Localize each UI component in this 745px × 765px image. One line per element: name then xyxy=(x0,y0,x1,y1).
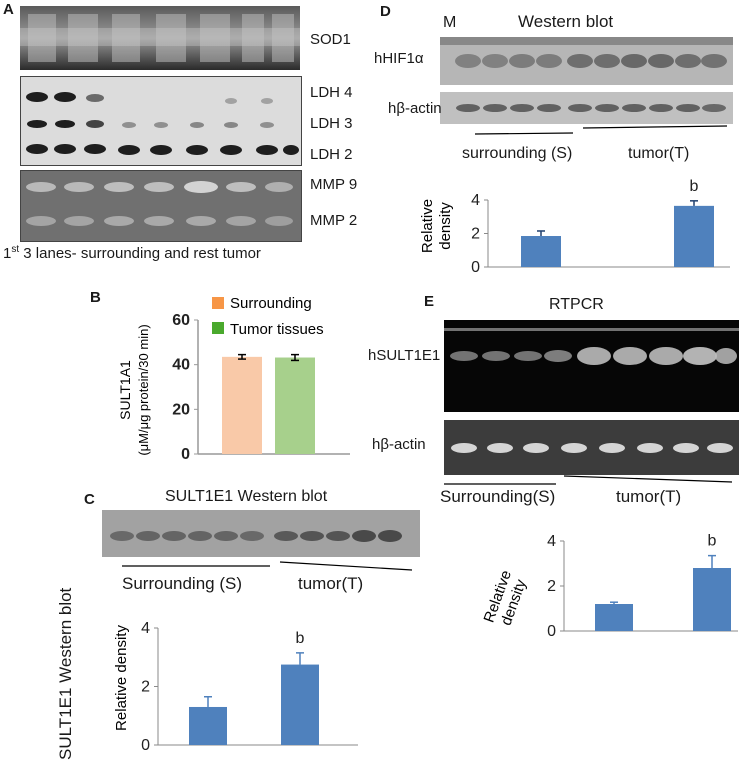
d-title: Western blot xyxy=(518,12,614,31)
y-tick-label: 0 xyxy=(141,737,150,754)
caption-superscript: st xyxy=(11,244,20,255)
significance-label: b xyxy=(708,533,717,550)
e-actin-gel xyxy=(444,420,739,475)
b-ylabel-1: SULT1A1 xyxy=(117,360,133,420)
y-tick-label: 0 xyxy=(547,623,556,640)
bar xyxy=(521,236,561,267)
mmp-gel xyxy=(20,170,302,242)
y-tick-label: 40 xyxy=(172,357,190,374)
c-group-lines xyxy=(122,561,413,571)
y-tick-label: 0 xyxy=(471,259,480,276)
c-axes: 0 2 4 xyxy=(141,620,358,754)
d-group-t: tumor(T) xyxy=(628,145,690,162)
e-group-t: tumor(T) xyxy=(616,487,682,506)
c-title: SULT1E1 Western blot xyxy=(165,488,328,505)
y-tick-label: 2 xyxy=(141,679,150,696)
e-title: RTPCR xyxy=(549,296,604,313)
bar xyxy=(222,356,262,454)
c-group-t: tumor(T) xyxy=(298,574,364,593)
d-actin-blot xyxy=(440,92,733,124)
bar xyxy=(281,664,319,745)
e-group-lines xyxy=(444,475,733,485)
bar xyxy=(674,205,714,267)
d-bars: b xyxy=(521,178,714,267)
caption-number: 1 xyxy=(3,245,12,262)
c-blot xyxy=(102,510,420,557)
sod1-gel xyxy=(20,6,300,70)
ldh-gel xyxy=(20,76,302,166)
e-bars: b xyxy=(595,533,731,631)
d-hif-blot-svg xyxy=(440,37,733,85)
e-pcr-gel-svg xyxy=(444,320,739,412)
d-ylabel-2: density xyxy=(437,202,454,250)
sod1-label: SOD1 xyxy=(310,31,351,48)
e-pcr-gel xyxy=(444,320,739,412)
y-tick-label: 20 xyxy=(172,401,190,418)
bar xyxy=(275,357,315,454)
y-tick-label: 60 xyxy=(172,312,190,329)
d-actin-blot-svg xyxy=(440,92,733,124)
panel-b-chart: SULT1A1 (μM/μg protein/30 min) 0 20 40 60 S… xyxy=(117,295,350,463)
y-tick-label: 4 xyxy=(471,192,480,209)
caption-text: 3 lanes- surrounding and rest tumor xyxy=(19,245,261,262)
y-tick-label: 2 xyxy=(547,578,556,595)
c-ylabel: Relative density xyxy=(113,625,130,731)
mmp2-label: MMP 2 xyxy=(310,212,358,229)
d-group-s: surrounding (S) xyxy=(462,145,573,162)
c-blot-svg xyxy=(102,510,420,557)
panel-c-chart: Relative density 0 2 4 b xyxy=(113,620,358,754)
d-group-lines xyxy=(474,125,728,135)
ldh4-label: LDH 4 xyxy=(310,84,353,101)
panel-e-letter: E xyxy=(424,293,435,310)
ldh-gel-svg xyxy=(26,92,299,155)
panel-a-caption: 1st 3 lanes- surrounding and rest tumor xyxy=(3,244,261,262)
d-row1-label: hHIF1α xyxy=(374,50,424,67)
c-side-label: SULT1E1 Western blot xyxy=(56,587,75,760)
ldh3-label: LDH 3 xyxy=(310,115,353,132)
d-ylabel-1: Relative xyxy=(419,199,436,253)
bar xyxy=(595,604,633,631)
e-row2-label: hβ-actin xyxy=(372,436,426,453)
b-legend-surrounding: Surrounding xyxy=(230,295,312,312)
b-legend-swatch-tumor xyxy=(212,322,224,334)
y-tick-label: 4 xyxy=(547,533,556,550)
bar xyxy=(693,568,731,631)
mmp-gel-svg xyxy=(21,171,301,241)
y-tick-label: 0 xyxy=(181,446,190,463)
mmp9-label: MMP 9 xyxy=(310,176,358,193)
b-legend-swatch-surrounding xyxy=(212,297,224,309)
e-row1-label: hSULT1E1 xyxy=(368,347,441,364)
b-legend-tumor: Tumor tissues xyxy=(230,321,324,338)
panel-b-letter: B xyxy=(90,289,101,306)
e-actin-gel-svg xyxy=(444,420,739,475)
c-group-s: Surrounding (S) xyxy=(122,574,243,593)
panel-a-letter: A xyxy=(3,1,14,18)
panel-d-letter: D xyxy=(380,3,391,20)
d-row2-label: hβ-actin xyxy=(388,100,442,117)
c-bars: b xyxy=(189,630,319,745)
d-marker: M xyxy=(443,14,457,31)
panel-e-chart: Relative density 024 b xyxy=(481,533,738,640)
panel-d-chart: Relative density 0 2 4 b xyxy=(419,178,730,276)
bar xyxy=(189,706,227,745)
y-tick-label: 2 xyxy=(471,226,480,243)
d-hif-blot xyxy=(440,37,733,85)
b-bars xyxy=(222,353,315,454)
significance-label: b xyxy=(296,630,305,647)
b-ylabel-2: (μM/μg protein/30 min) xyxy=(136,324,151,455)
panel-c-letter: C xyxy=(84,491,95,508)
ldh2-label: LDH 2 xyxy=(310,146,353,163)
y-tick-label: 4 xyxy=(141,620,150,637)
e-group-s: Surrounding(S) xyxy=(440,487,556,506)
sod1-gel-svg xyxy=(20,6,300,70)
significance-label: b xyxy=(690,178,699,195)
